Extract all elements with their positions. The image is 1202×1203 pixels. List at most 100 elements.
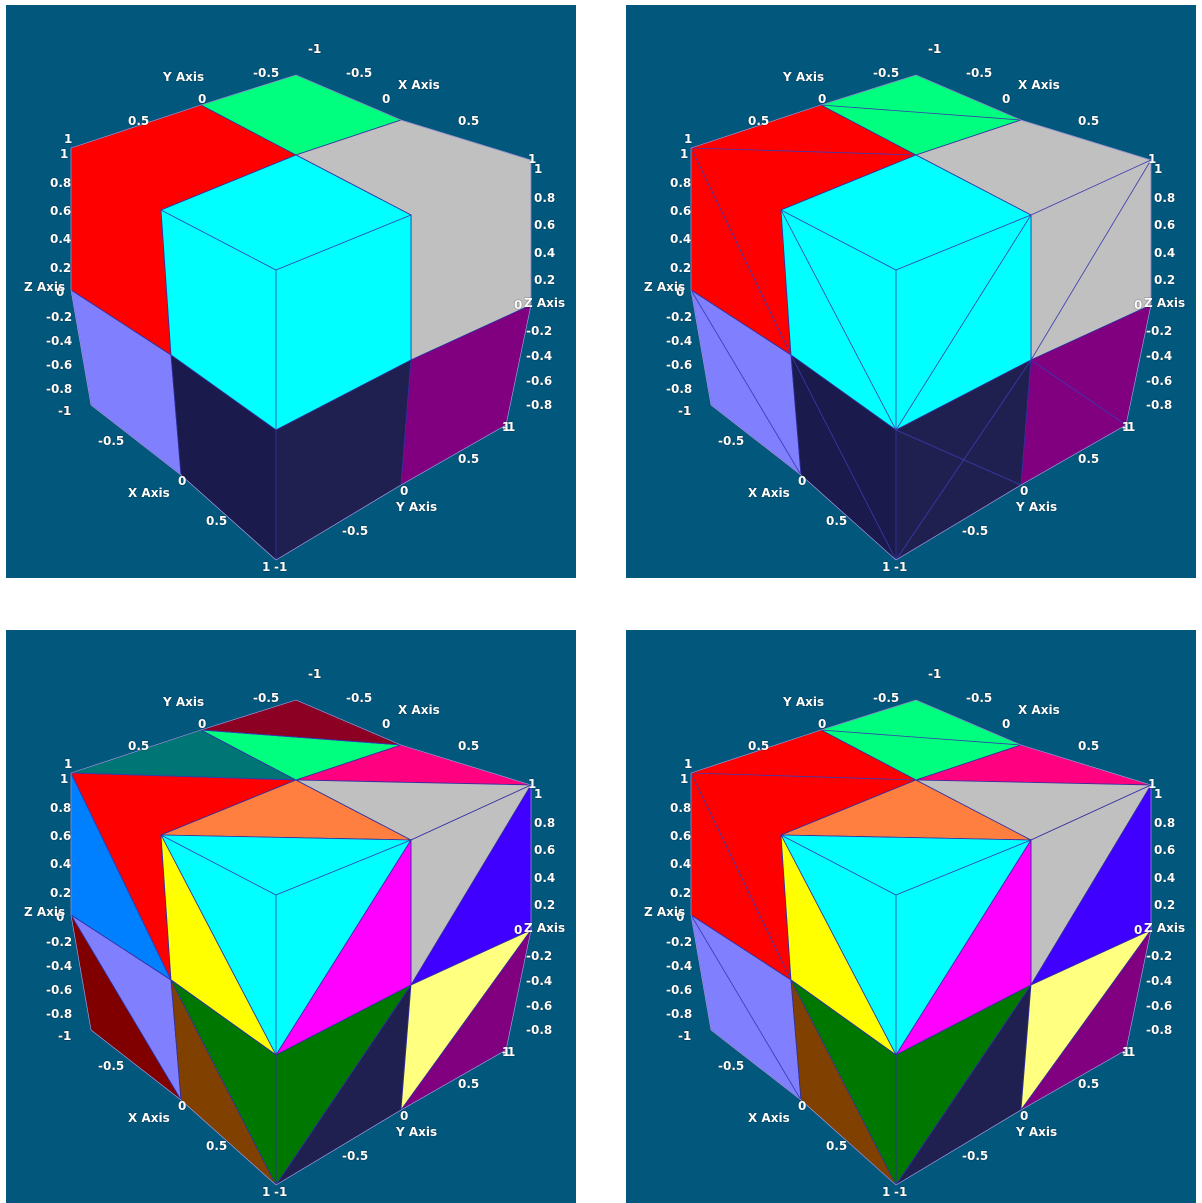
axis-line-4	[710, 404, 802, 476]
z-axis-title-left: Z Axis	[644, 905, 686, 919]
tick-label-z-left: 0.2	[670, 261, 692, 275]
tick-label-z-right: -0.4	[526, 974, 553, 988]
tick-label-y-bottom: 1	[502, 420, 511, 434]
face-triangle-13	[790, 979, 897, 1186]
tick-label-z-right: 0.2	[1154, 898, 1176, 912]
tick-label-z-left: 0.4	[50, 857, 72, 871]
axis-line-6	[895, 1109, 1022, 1186]
tick-label-z-right: -0.6	[1146, 374, 1173, 388]
tick-label-y-bottom: 0.5	[1078, 452, 1100, 466]
axis-line-9	[200, 74, 297, 106]
axis-line-8	[690, 104, 822, 149]
tick-label-y-bottom: 0.5	[1078, 1077, 1100, 1091]
mesh-edge-1	[895, 839, 1032, 896]
tick-label-y-top: -0.5	[253, 66, 280, 80]
tick-label-y-bottom: 0	[400, 1109, 409, 1123]
tick-label-z-right: 0.4	[534, 246, 556, 260]
tick-label-y-top: 1	[64, 132, 73, 146]
tick-label-z-right: -1	[1122, 420, 1136, 434]
tick-label-z-left: 0.2	[50, 261, 72, 275]
y-axis-title-top: Y Axis	[783, 695, 825, 709]
tick-label-x-bottom: 0	[178, 474, 187, 488]
tick-label-z-left: 0.2	[670, 886, 692, 900]
tick-label-z-left: 0.8	[670, 176, 692, 190]
tick-label-z-left: -0.2	[46, 310, 73, 324]
axis-line-5	[180, 474, 277, 561]
x-axis-title-top: X Axis	[398, 78, 440, 92]
tick-label-y-bottom: 1	[502, 1045, 511, 1059]
z-axis-title-left: Z Axis	[24, 280, 66, 294]
axis-line-3	[1125, 304, 1152, 426]
cube-svg	[70, 699, 533, 1187]
mesh-edge-10	[690, 289, 802, 476]
tick-label-y-top: 0.5	[128, 114, 150, 128]
axis-line-11	[1020, 119, 1152, 161]
y-axis-title-top: Y Axis	[783, 70, 825, 84]
tick-label-z-left: 0.6	[50, 829, 72, 843]
tick-label-y-bottom: 0.5	[458, 452, 480, 466]
z-axis-title-left: Z Axis	[644, 280, 686, 294]
tick-label-z-left: -1	[678, 404, 692, 418]
mesh-edge-1	[275, 839, 412, 896]
tick-label-z-right: 0	[1134, 923, 1143, 937]
tick-label-y-top: 1	[64, 757, 73, 771]
axis-line-10	[915, 74, 1022, 121]
mesh-edge-12	[895, 429, 1022, 486]
axis-line-9	[820, 699, 917, 731]
tick-label-z-right: -0.8	[526, 1023, 553, 1037]
mesh-edge-1	[895, 214, 1032, 271]
tick-label-z-right: 0.4	[1154, 871, 1176, 885]
tick-label-y-bottom: 0.5	[458, 1077, 480, 1091]
tick-label-z-left: 0.4	[670, 232, 692, 246]
tick-label-z-right: 0.6	[1154, 218, 1176, 232]
cube-panel-top-right: -1 -0.5 0 0.5 1 -1 -0.5 0 0.5 1 1 0.8 0.6 0.4 0.2 0 -0.2…	[626, 5, 1196, 578]
axis-line-10	[295, 74, 402, 121]
tick-label-x-top: -0.5	[346, 66, 373, 80]
tick-label-y-top: 0	[818, 717, 827, 731]
tick-label-z-right: 0.6	[1154, 843, 1176, 857]
tick-label-x-top: -1	[928, 42, 942, 56]
tick-label-x-top: -1	[308, 42, 322, 56]
tick-label-z-left: 1	[60, 772, 69, 786]
tick-label-x-bottom: 0	[798, 474, 807, 488]
tick-label-x-bottom: 0	[798, 1099, 807, 1113]
tick-label-z-left: 1	[680, 147, 689, 161]
tick-label-z-right: 0	[514, 298, 523, 312]
mesh-edge-3	[690, 147, 917, 156]
tick-label-x-top: 0	[1002, 92, 1011, 106]
tick-label-z-left: -0.6	[666, 983, 693, 997]
tick-label-x-bottom: 0	[178, 1099, 187, 1113]
tick-label-x-top: 0	[382, 92, 391, 106]
tick-label-y-bottom: 0	[1020, 484, 1029, 498]
mesh-edge-0	[780, 834, 897, 896]
y-axis-title-bottom: Y Axis	[1016, 1125, 1058, 1139]
tick-label-x-bottom: -0.5	[718, 1059, 745, 1073]
axis-line-3	[505, 304, 532, 426]
tick-label-y-top: 0.5	[748, 739, 770, 753]
tick-label-z-right: 0.2	[1154, 273, 1176, 287]
x-axis-title-bottom: X Axis	[128, 1111, 170, 1125]
tick-label-z-right: -1	[1122, 1045, 1136, 1059]
tick-label-z-left: 0.6	[670, 204, 692, 218]
axis-line-8	[70, 104, 202, 149]
tick-label-y-top: 1	[684, 132, 693, 146]
tick-label-z-right: 0.4	[534, 871, 556, 885]
mesh-edge-7	[895, 214, 1032, 431]
tick-label-y-top: 0	[198, 717, 207, 731]
tick-label-x-top: -0.5	[966, 691, 993, 705]
tick-label-z-left: -0.4	[666, 334, 693, 348]
mesh-edge-5	[820, 104, 1022, 121]
tick-label-z-left: 0.2	[50, 886, 72, 900]
tick-label-z-left: 0	[676, 910, 685, 924]
y-axis-title-top: Y Axis	[163, 695, 205, 709]
tick-label-x-bottom: -0.5	[718, 434, 745, 448]
tick-label-z-right: 0.6	[534, 218, 556, 232]
mesh-edge-6	[690, 914, 802, 1101]
tick-label-y-bottom: -0.5	[342, 1149, 369, 1163]
tick-label-x-top: 1	[528, 152, 537, 166]
axis-line-6	[275, 1109, 402, 1186]
axis-line-1	[70, 289, 92, 406]
z-axis-title-right: Z Axis	[1144, 921, 1186, 935]
x-axis-title-bottom: X Axis	[748, 486, 790, 500]
tick-label-z-right: 1	[1154, 787, 1163, 801]
